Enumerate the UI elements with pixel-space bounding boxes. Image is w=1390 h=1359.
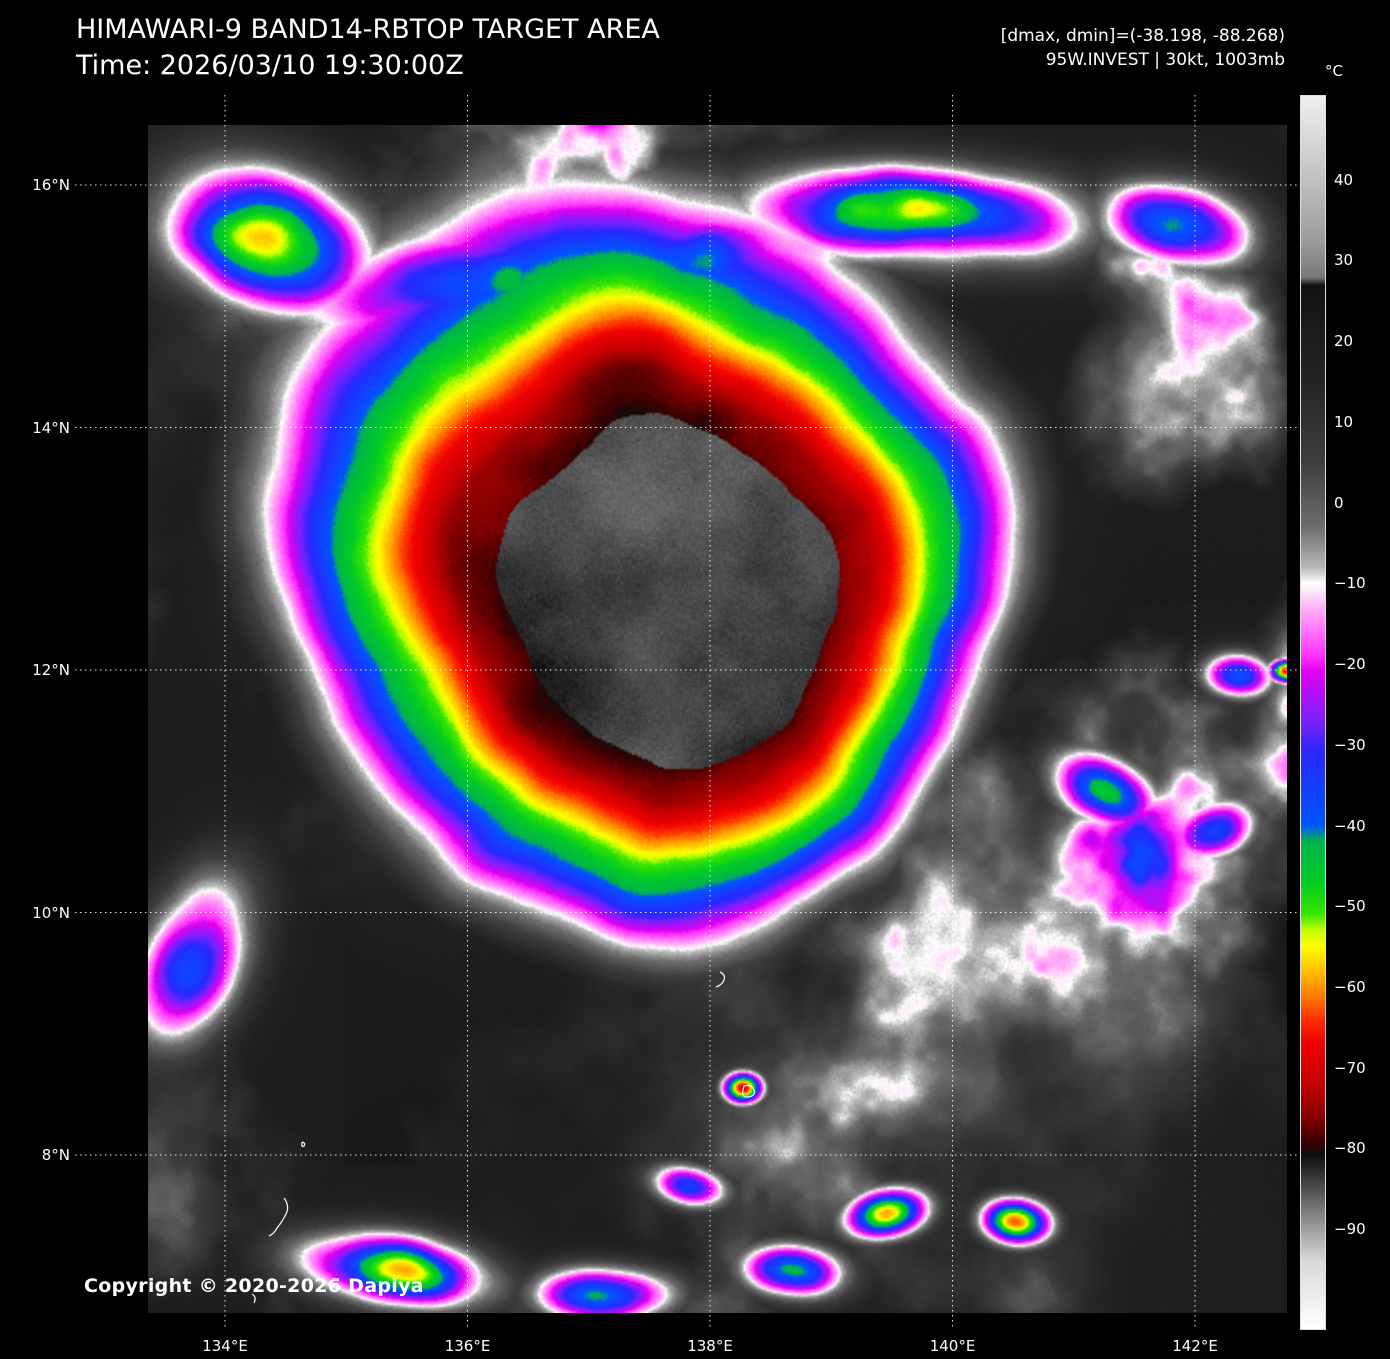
lon-label-134e: 134°E [202,1337,248,1355]
lat-label-8n: 8°N [41,1146,70,1164]
lon-label-138e: 138°E [687,1337,733,1355]
product-time: Time: 2026/03/10 19:30:00Z [76,50,464,81]
colorbar-tick-10: 10 [1334,412,1354,431]
copyright-text: Copyright © 2020-2026 Dapiya [84,1275,424,1297]
lon-label-140e: 140°E [929,1337,976,1355]
colorbar-tick-20: 20 [1334,332,1354,351]
lon-label-136e: 136°E [444,1337,491,1355]
map-frame: Copyright © 2020-2026 Dapiya [75,95,1297,1330]
colorbar-tick--70: −70 [1334,1058,1366,1077]
dmax-dmin-readout: [dmax, dmin]=(-38.198, -88.268) [1000,26,1285,46]
colorbar-tick--50: −50 [1334,897,1366,916]
colorbar-tick-labels: 40 30 20 10 0 −10 −20 −30 −40 −50 −60 −70 −80 −90 [1334,95,1390,1330]
colorbar-tick--40: −40 [1334,816,1366,835]
colorbar-tick-0: 0 [1334,493,1344,512]
lat-label-14n: 14°N [32,418,70,437]
colorbar-tick-40: 40 [1334,170,1354,189]
colorbar [1300,95,1326,1330]
colorbar-unit: °C [1325,62,1343,80]
colorbar-tick-30: 30 [1334,251,1354,270]
satellite-image [148,125,1287,1313]
lat-label-16n: 16°N [32,176,70,194]
lat-label-10n: 10°N [32,903,70,922]
colorbar-tick--30: −30 [1334,735,1366,754]
colorbar-tick--20: −20 [1334,655,1366,674]
colorbar-tick--10: −10 [1334,574,1366,593]
colorbar-tick--90: −90 [1334,1220,1366,1239]
lat-label-12n: 12°N [32,661,70,679]
product-title: HIMAWARI-9 BAND14-RBTOP TARGET AREA [76,14,660,45]
colorbar-tick--60: −60 [1334,977,1366,996]
storm-readout: 95W.INVEST | 30kt, 1003mb [1045,50,1285,70]
colorbar-tick--80: −80 [1334,1139,1366,1158]
lon-label-142e: 142°E [1172,1337,1218,1355]
